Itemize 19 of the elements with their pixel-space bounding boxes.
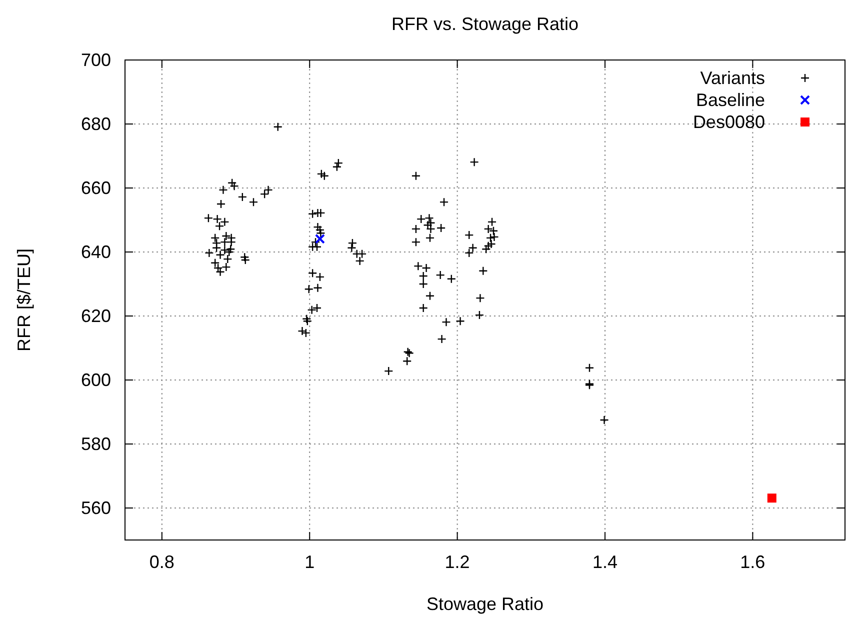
x-tick-label: 1 xyxy=(304,552,315,572)
y-tick-label: 600 xyxy=(80,370,111,390)
legend-label: Variants xyxy=(700,68,765,88)
x-tick-label: 1.4 xyxy=(592,552,618,572)
chart-title: RFR vs. Stowage Ratio xyxy=(391,14,579,34)
legend-label: Baseline xyxy=(696,90,765,110)
y-tick-label: 620 xyxy=(80,306,111,326)
y-tick-label: 640 xyxy=(80,242,111,262)
x-axis-title: Stowage Ratio xyxy=(426,594,544,614)
x-tick-label: 1.2 xyxy=(444,552,470,572)
y-tick-label: 660 xyxy=(80,178,111,198)
x-tick-label: 0.8 xyxy=(149,552,174,572)
legend-label: Des0080 xyxy=(692,112,765,132)
y-tick-label: 580 xyxy=(80,434,111,454)
y-tick-label: 560 xyxy=(80,498,111,518)
y-tick-label: 700 xyxy=(80,50,111,70)
y-tick-label: 680 xyxy=(80,114,111,134)
y-axis-title: RFR [$/TEU] xyxy=(14,248,34,352)
x-tick-label: 1.6 xyxy=(740,552,766,572)
